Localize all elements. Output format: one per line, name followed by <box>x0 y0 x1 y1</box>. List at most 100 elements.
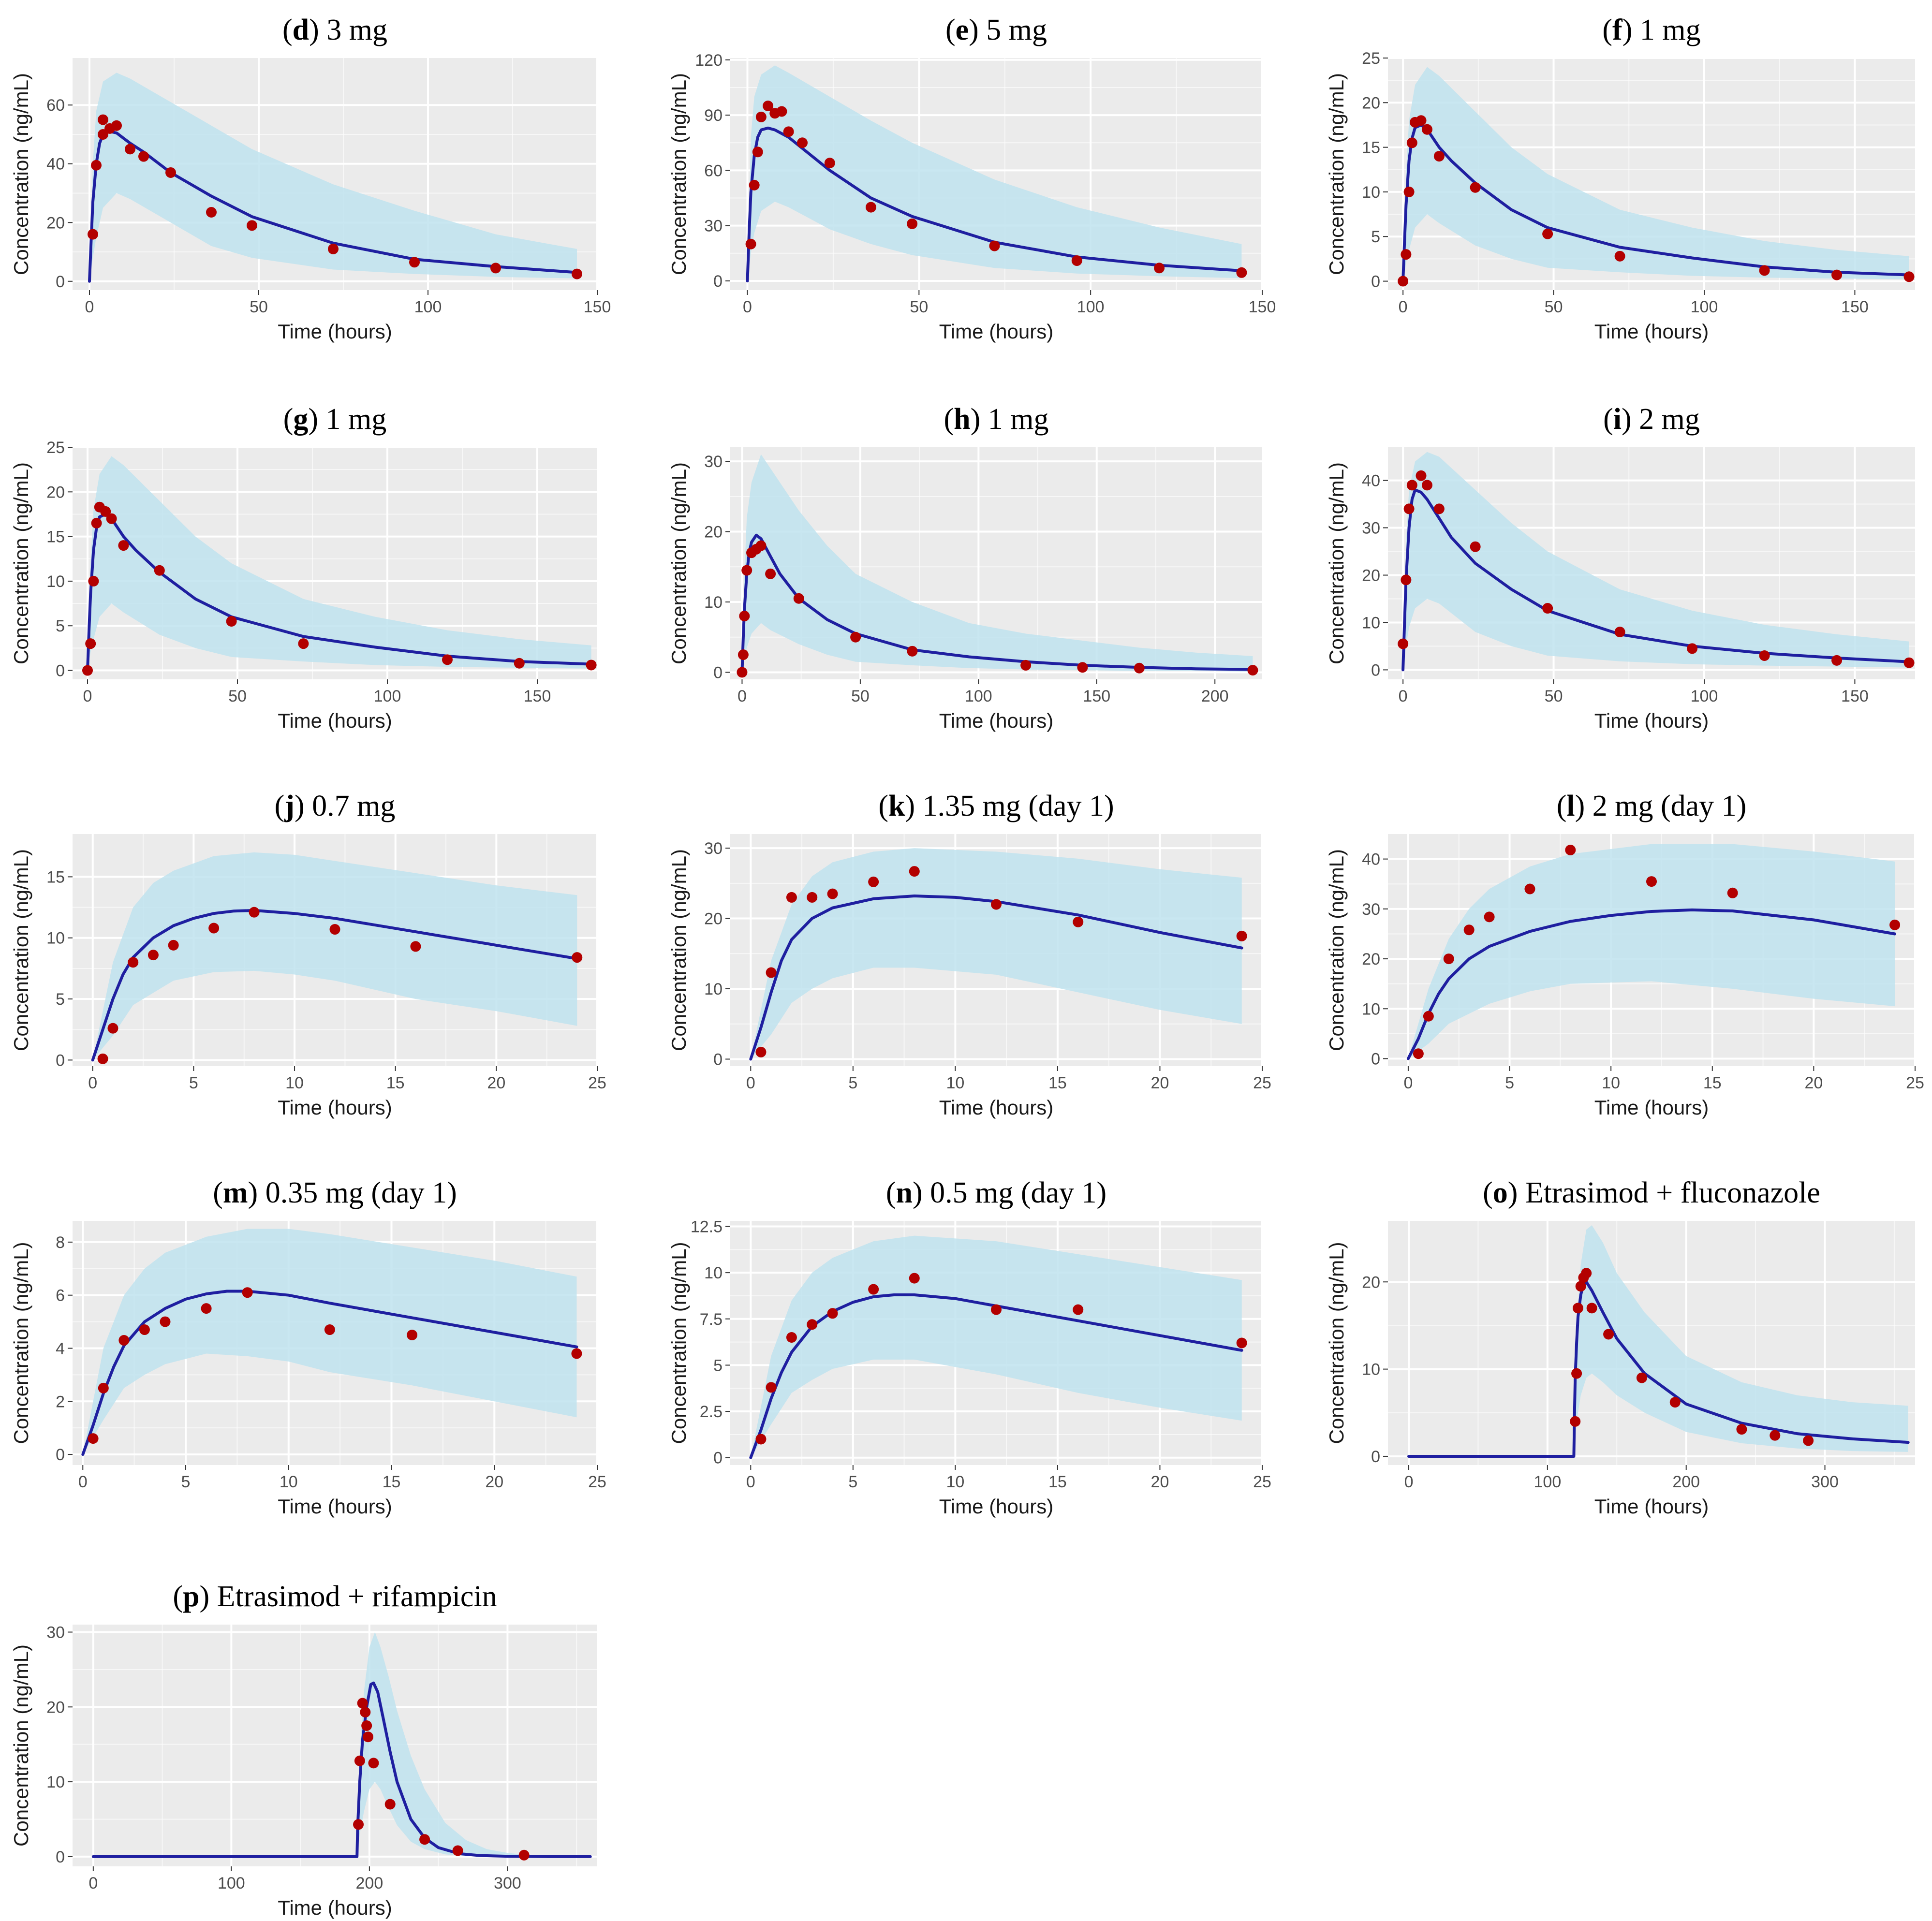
observed-points <box>1398 115 1915 287</box>
x-tick-label: 10 <box>946 1473 964 1491</box>
observed-point <box>786 1332 797 1343</box>
chart-panel-m: (m) 0.35 mg (day 1) 0 5 10 15 20 25 0 2 4 6 8 Time (… <box>10 1176 606 1518</box>
x-tick-label: 15 <box>1048 1074 1067 1092</box>
observed-point <box>765 568 776 579</box>
observed-point <box>98 114 108 125</box>
x-tick-label: 50 <box>250 298 268 316</box>
observed-point <box>1542 603 1553 614</box>
x-tick-label: 15 <box>1048 1473 1067 1491</box>
x-tick-label: 25 <box>1253 1473 1271 1491</box>
observed-point <box>909 866 920 877</box>
y-tick-label: 7.5 <box>700 1310 723 1329</box>
panel-title-text: 0.7 mg <box>305 790 396 822</box>
panel-title-letter: e <box>956 14 969 46</box>
observed-point <box>1759 265 1770 276</box>
observed-point <box>85 638 96 649</box>
y-tick-label: 0 <box>1371 661 1380 679</box>
chart-panel-j: (j) 0.7 mg 0 5 10 15 20 25 0 5 10 15 Time (hours) Co… <box>10 790 606 1119</box>
observed-point <box>298 638 309 649</box>
observed-point <box>1669 1397 1681 1408</box>
panel-title-paren-open: ( <box>1483 1176 1493 1209</box>
panel-title-paren-open: ( <box>213 1176 223 1209</box>
axes: 0 5 10 15 20 25 0 2 4 6 8 <box>56 1233 606 1491</box>
panel-title-paren-open: ( <box>283 403 294 436</box>
observed-point <box>737 649 749 660</box>
panel-title-paren-open: ( <box>275 790 285 822</box>
observed-point <box>1073 1304 1084 1315</box>
chart-panel-e: (e) 5 mg 0 50 100 150 0 30 60 90 120 Time (hours) C… <box>667 14 1276 343</box>
observed-point <box>409 257 420 268</box>
x-tick-label: 20 <box>487 1074 505 1092</box>
x-tick-label: 100 <box>1691 687 1718 705</box>
x-tick-label: 10 <box>946 1074 964 1092</box>
x-tick-label: 50 <box>1545 298 1563 316</box>
y-axis-title: Concentration (ng/mL) <box>667 462 690 664</box>
observed-point <box>1586 1303 1597 1314</box>
x-tick-label: 25 <box>588 1473 606 1491</box>
predicted-concentration-line <box>749 1293 1243 1459</box>
y-tick-label: 30 <box>1362 519 1380 538</box>
observed-point <box>201 1303 212 1314</box>
x-tick-label: 200 <box>356 1874 383 1892</box>
observed-point <box>755 111 767 122</box>
observed-point <box>850 631 861 643</box>
x-tick-label: 5 <box>189 1074 198 1092</box>
observed-point <box>1077 662 1088 673</box>
x-tick-label: 100 <box>1077 298 1105 316</box>
observed-point <box>763 101 774 112</box>
x-axis-title: Time (hours) <box>278 1096 392 1119</box>
y-tick-label: 10 <box>704 1264 723 1282</box>
y-tick-label: 10 <box>1362 1361 1380 1379</box>
observed-point <box>168 939 179 951</box>
y-tick-label: 40 <box>1362 472 1380 490</box>
prediction-interval-band <box>88 456 591 671</box>
chart-panel-l: (l) 2 mg (day 1) 0 5 10 15 20 25 0 10 20 30 40 Time … <box>1325 790 1924 1119</box>
observed-point <box>1421 124 1432 135</box>
observed-point <box>88 1433 99 1444</box>
y-tick-label: 30 <box>46 1623 65 1642</box>
panel-title-letter: f <box>1612 14 1623 46</box>
observed-point <box>783 126 794 137</box>
observed-points <box>755 1273 1247 1445</box>
observed-point <box>1636 1372 1647 1383</box>
observed-point <box>907 645 918 657</box>
observed-points <box>88 114 582 279</box>
observed-point <box>739 611 750 622</box>
panel-title-paren-close: ) <box>248 1176 258 1209</box>
panel-title-paren-close: ) <box>1508 1176 1518 1209</box>
x-axis-title: Time (hours) <box>278 320 392 343</box>
observed-point <box>1406 480 1417 491</box>
observed-point <box>1433 151 1445 162</box>
major-gridlines <box>730 447 1262 679</box>
observed-point <box>328 243 339 254</box>
x-axis-title: Time (hours) <box>939 709 1053 732</box>
y-axis-title: Concentration (ng/mL) <box>1325 849 1348 1051</box>
observed-point <box>1401 249 1412 260</box>
predicted-concentration-line <box>88 130 578 283</box>
y-tick-label: 25 <box>1362 49 1380 68</box>
observed-point <box>1421 480 1432 491</box>
panel-title-letter: g <box>293 403 308 436</box>
observed-point <box>518 1849 530 1861</box>
observed-points <box>755 866 1247 1057</box>
observed-point <box>1247 665 1258 676</box>
observed-point <box>1236 267 1247 278</box>
observed-point <box>324 1324 335 1335</box>
x-tick-label: 5 <box>181 1473 191 1491</box>
observed-point <box>208 923 220 934</box>
observed-point <box>91 517 102 528</box>
observed-point <box>1020 660 1032 671</box>
y-tick-label: 0 <box>713 663 723 682</box>
y-tick-label: 20 <box>1362 94 1380 112</box>
panel-title-text: Etrasimod + rifampicin <box>209 1580 497 1613</box>
observed-points <box>353 1698 530 1861</box>
chart-panel-o: (o) Etrasimod + fluconazole 0 100 200 300 0 10… <box>1325 1176 1915 1518</box>
x-tick-label: 50 <box>1545 687 1563 705</box>
x-tick-label: 5 <box>848 1473 857 1491</box>
x-tick-label: 5 <box>1505 1074 1514 1092</box>
observed-point <box>1433 503 1445 514</box>
x-tick-label: 0 <box>78 1473 88 1491</box>
panel-title-paren-open: ( <box>282 14 293 46</box>
observed-point <box>1073 916 1084 927</box>
observed-point <box>571 1348 582 1359</box>
